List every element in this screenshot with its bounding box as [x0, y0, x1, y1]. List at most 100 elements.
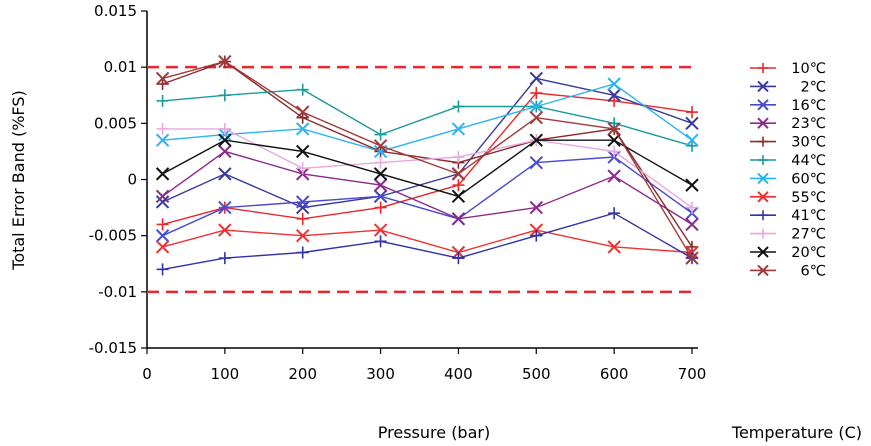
data-point	[607, 77, 621, 91]
legend-item: 6℃	[750, 263, 826, 279]
legend-item: 10℃	[750, 61, 826, 77]
axes: 0.015 0.01 0.005 0 -0.005 -0.01 -0.015 0 100 200 3…	[89, 2, 707, 383]
data-point	[608, 145, 621, 158]
legend-item: 23℃	[750, 116, 826, 132]
data-point	[296, 200, 310, 215]
data-point	[373, 223, 388, 237]
data-point	[686, 106, 698, 119]
data-point	[296, 228, 310, 243]
data-point	[608, 94, 621, 107]
data-point	[155, 71, 170, 86]
data-point	[529, 99, 543, 114]
legend-item: 2℃	[750, 79, 826, 95]
y-tick-label: 0.01	[104, 58, 137, 76]
data-point	[296, 122, 310, 136]
data-point	[686, 139, 698, 152]
x-tick-label: 500	[522, 365, 551, 383]
data-point	[685, 116, 699, 131]
data-point	[451, 189, 466, 204]
data-point	[218, 54, 232, 69]
data-point	[685, 217, 699, 232]
series-line	[155, 223, 699, 260]
legend-marker	[757, 117, 769, 129]
data-point	[296, 246, 309, 259]
data-point	[373, 139, 388, 153]
data-point	[451, 212, 466, 226]
legend-label: 30℃	[791, 135, 826, 151]
legend-label: 27℃	[791, 227, 826, 243]
data-point	[530, 229, 543, 242]
data-point	[373, 178, 388, 192]
series-path	[162, 229, 693, 254]
data-point	[218, 144, 232, 159]
data-point	[685, 251, 699, 265]
data-point	[451, 122, 466, 136]
data-point	[686, 240, 698, 253]
legend-label: 2℃	[800, 79, 826, 95]
plot-area	[155, 54, 699, 276]
legend-item: 44℃	[750, 153, 826, 169]
legend-label: 23℃	[791, 116, 826, 132]
legend-item: 30℃	[750, 135, 826, 151]
series-line	[155, 77, 699, 159]
data-point	[529, 155, 543, 170]
series-line	[156, 83, 698, 152]
series-line	[155, 144, 699, 232]
data-point	[452, 252, 465, 265]
x-tick-label: 400	[444, 365, 473, 383]
data-point	[218, 252, 231, 265]
data-point	[607, 169, 621, 183]
series-path	[162, 88, 693, 147]
data-point	[155, 240, 170, 254]
data-point	[218, 167, 232, 181]
data-point	[452, 151, 465, 164]
data-point	[529, 200, 543, 215]
legend-label: 6℃	[800, 263, 826, 279]
legend-label: 10℃	[791, 61, 826, 77]
series-path	[162, 212, 693, 271]
legend-marker	[757, 172, 769, 185]
y-tick-label: -0.015	[89, 339, 137, 357]
legend-marker	[758, 210, 768, 221]
y-tick-label: 0	[127, 171, 137, 189]
legend-label: 44℃	[791, 153, 826, 169]
x-tick-label: 200	[288, 365, 317, 383]
data-point	[373, 167, 388, 181]
legend-title: Temperature (C)	[731, 423, 862, 442]
data-point	[686, 201, 698, 214]
legend-label: 41℃	[791, 208, 826, 224]
data-point	[452, 179, 465, 192]
limit-lines	[147, 65, 692, 294]
data-point	[218, 89, 231, 102]
data-point	[155, 167, 170, 181]
legend-marker	[757, 191, 769, 203]
legend: 10℃ 2℃ 16℃ 23℃ 30℃ 44℃ 60℃ 55℃ 41℃ 27℃ 20℃ 6℃	[750, 61, 826, 279]
data-point	[529, 111, 543, 125]
legend-item: 16℃	[750, 98, 826, 114]
data-point	[374, 235, 387, 248]
series-path	[162, 60, 693, 259]
data-point	[156, 263, 169, 276]
x-tick-label: 300	[366, 365, 395, 383]
data-point	[296, 212, 309, 225]
legend-label: 60℃	[791, 171, 826, 187]
series-path	[162, 150, 693, 225]
legend-marker	[757, 99, 769, 111]
data-point	[296, 195, 310, 209]
data-point	[296, 105, 310, 119]
y-axis-label: Total Error Band (%FS)	[9, 90, 28, 270]
legend-marker	[757, 264, 769, 277]
data-point	[296, 144, 310, 159]
series-path	[162, 139, 693, 198]
series-line	[155, 133, 699, 204]
data-point	[155, 195, 170, 209]
data-point	[373, 189, 388, 204]
legend-item: 27℃	[750, 227, 826, 243]
data-point	[296, 162, 309, 175]
data-point	[608, 117, 621, 130]
series-line	[155, 150, 699, 243]
data-point	[155, 228, 170, 243]
series-line	[155, 54, 699, 265]
y-tick-label: -0.005	[89, 227, 137, 245]
